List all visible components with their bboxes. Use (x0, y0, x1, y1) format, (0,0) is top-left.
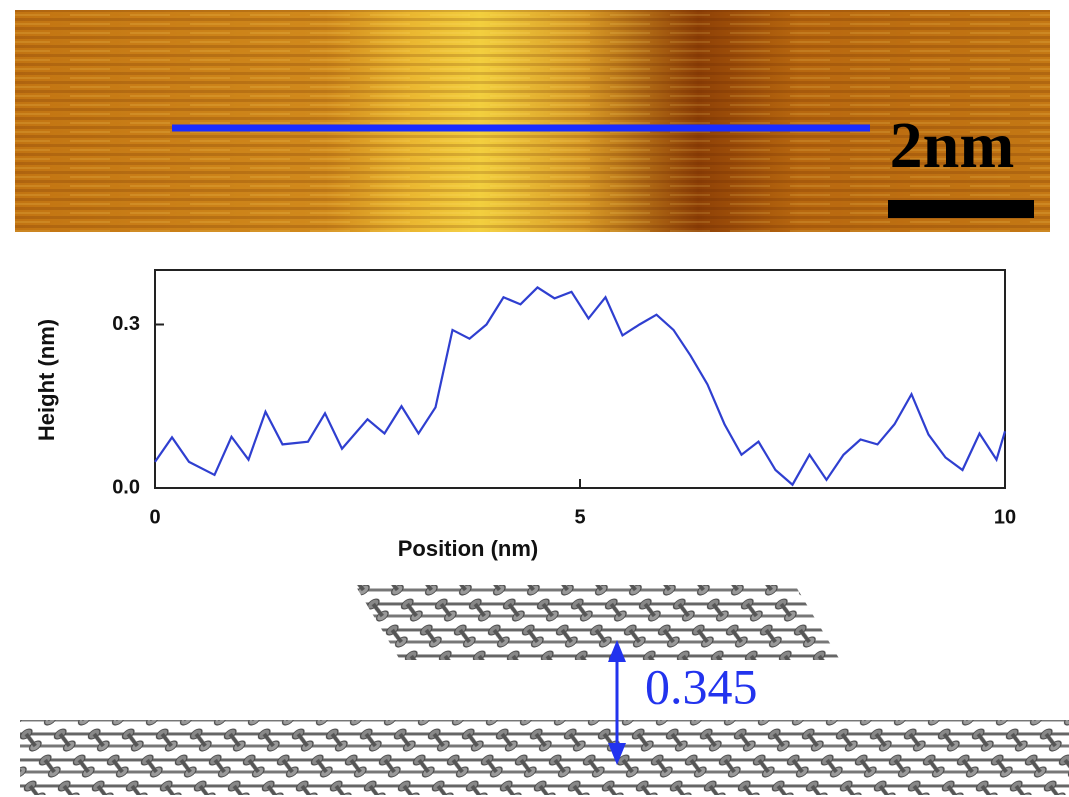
top-graphene-layer (355, 585, 840, 660)
y-tick-label: 0.0 (112, 476, 140, 498)
x-tick-label: 10 (994, 506, 1016, 528)
scale-bar (888, 200, 1034, 218)
x-tick-label: 5 (574, 506, 585, 528)
bottom-graphene-layer (20, 720, 1069, 795)
arrow-head (608, 640, 626, 662)
x-tick-label: 0 (149, 506, 160, 528)
y-axis-label: Height (nm) (34, 319, 59, 441)
scale-bar-label: 2nm (890, 109, 1015, 182)
chart: Position (nm) Height (nm) 0.0 0.3 0 5 10 (34, 269, 1016, 561)
spacing-label: 0.345 (645, 658, 758, 714)
arrow-head (608, 743, 626, 765)
data-line (154, 286, 1007, 487)
stm-texture (15, 10, 1050, 232)
plot-frame (154, 269, 1006, 489)
y-tick-label: 0.3 (112, 313, 140, 335)
x-axis-label: Position (nm) (398, 536, 539, 561)
